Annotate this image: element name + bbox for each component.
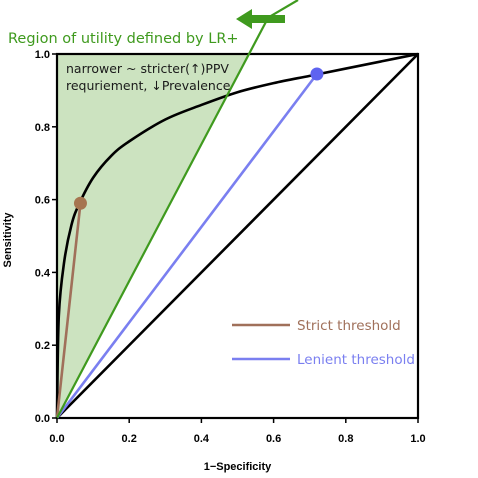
x-tick-label: 0.2 [122, 433, 137, 445]
y-tick-label: 0.8 [35, 122, 50, 134]
y-axis-label: Sensitivity [2, 212, 14, 268]
legend-label-strict-threshold: Strict threshold [297, 318, 401, 334]
y-tick-label: 0.6 [35, 195, 50, 207]
roc-curve [55, 52, 419, 419]
chance-line [56, 53, 419, 419]
annotation-line-2: requriement, ↓Prevalence [66, 78, 231, 93]
lenient-threshold-point [310, 67, 324, 81]
y-tick-label: 0.4 [35, 267, 51, 279]
y-tick-label: 1.0 [35, 49, 50, 61]
strict-threshold-point [73, 196, 87, 210]
x-axis-label: 1−Specificity [204, 461, 272, 473]
x-tick-label: 0.8 [338, 433, 353, 445]
plot-frame [55, 52, 420, 420]
y-tick-label: 0.0 [35, 413, 50, 425]
region-label: Region of utility defined by LR+ [8, 31, 239, 47]
x-tick-label: 0.6 [266, 433, 281, 445]
plot-area: Region of utility defined by LR+ narrower… [2, 0, 426, 473]
x-tick-label: 0.0 [49, 433, 64, 445]
strict-threshold-line [55, 203, 82, 419]
y-tick-label: 0.2 [35, 340, 50, 352]
legend-label-lenient-threshold: Lenient threshold [297, 352, 415, 368]
left-arrow-icon [236, 9, 285, 29]
x-tick-label: 1.0 [410, 433, 425, 445]
lr-plus-line-extension [267, 0, 299, 19]
lr-plus-line [56, 17, 270, 419]
annotation-line-1: narrower ~ stricter(↑)PPV [66, 61, 229, 76]
x-tick-label: 0.4 [194, 433, 210, 445]
lenient-threshold-line [55, 73, 318, 419]
